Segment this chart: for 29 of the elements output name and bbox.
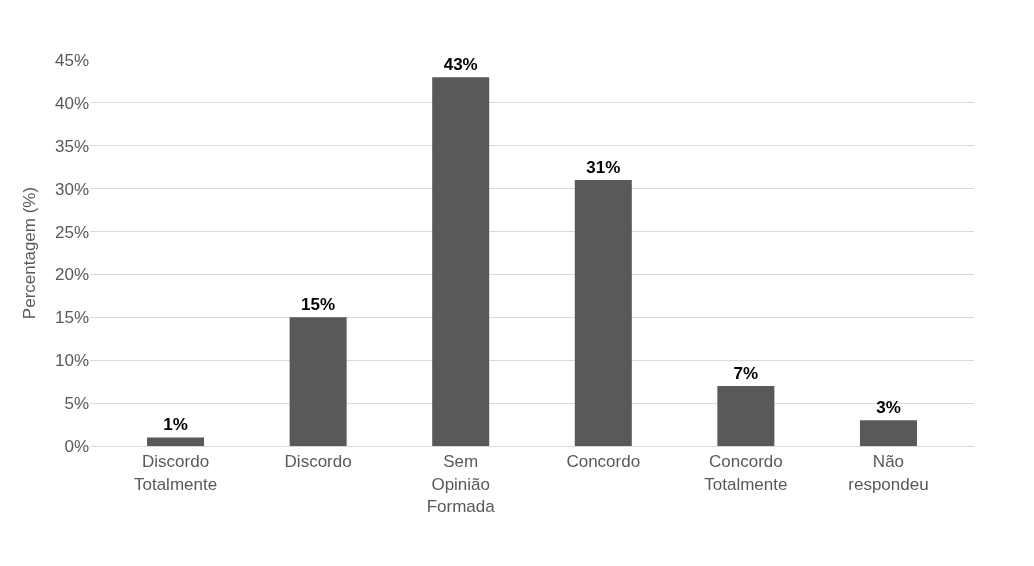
y-tick-label: 30%: [54, 179, 89, 199]
x-tick-label: Discordo: [284, 452, 352, 472]
data-label: 31%: [586, 158, 621, 178]
y-tick-label: 35%: [54, 136, 89, 156]
y-tick-label: 25%: [54, 222, 89, 242]
data-label: 3%: [876, 398, 901, 418]
x-tick-label: Concordo Totalmente: [704, 452, 788, 494]
y-tick-label: 40%: [54, 93, 89, 113]
bar: [147, 437, 205, 446]
bar: [859, 420, 917, 446]
x-tick-label: Concordo: [566, 452, 641, 472]
y-axis-title: Percentagem (%): [19, 186, 39, 320]
y-tick-label: 0%: [64, 436, 89, 456]
data-label: 1%: [163, 415, 188, 435]
bar: [289, 317, 347, 446]
y-tick-label: 45%: [54, 50, 89, 70]
y-tick-label: 20%: [54, 265, 89, 285]
y-tick-label: 15%: [54, 308, 89, 328]
data-label: 43%: [443, 55, 478, 75]
x-tick-label: Não respondeu: [848, 452, 929, 494]
y-tick-label: 5%: [64, 394, 89, 414]
bar: [574, 180, 632, 446]
bar: [717, 385, 775, 446]
x-tick-label: Sem Opinião Formada: [426, 452, 496, 516]
data-label: 15%: [301, 295, 336, 315]
x-tick-label: Discordo Totalmente: [133, 452, 218, 494]
bar: [432, 77, 490, 446]
y-tick-label: 10%: [54, 351, 89, 371]
data-label: 7%: [733, 363, 759, 383]
